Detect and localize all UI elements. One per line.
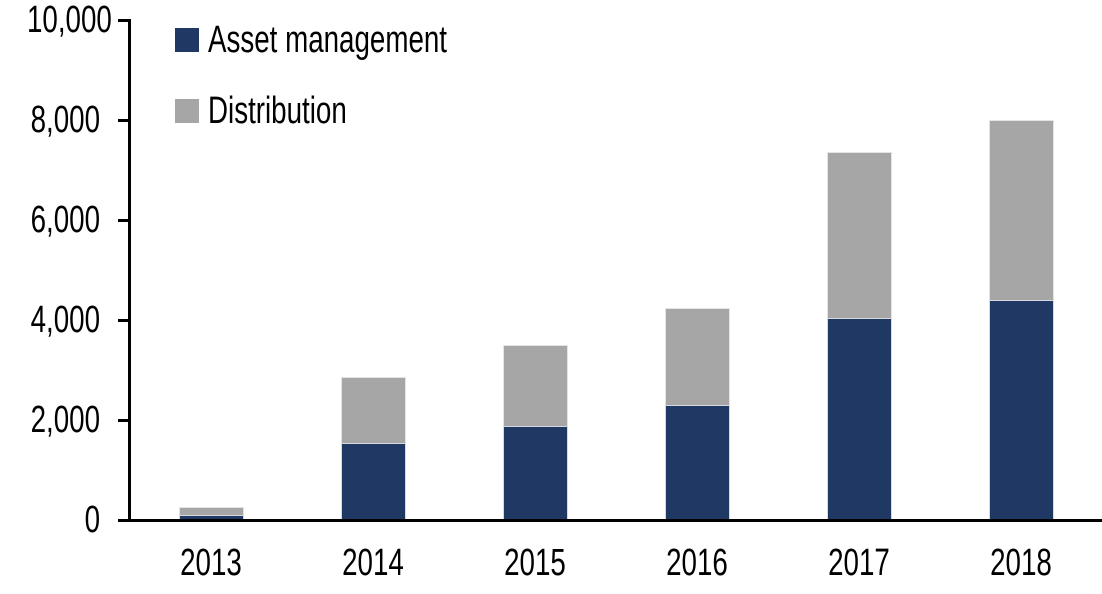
x-axis-label-2016: 2016	[666, 542, 728, 584]
bar-segment-distribution-2015	[502, 345, 568, 426]
bar-segment-asset-management-2018	[988, 300, 1054, 520]
legend-label-asset-management: Asset management	[208, 18, 448, 61]
bar-segment-asset-management-2013	[178, 515, 244, 520]
bar-segment-distribution-2014	[340, 377, 406, 443]
legend: Asset management Distribution	[175, 18, 535, 132]
legend-swatch-asset-management	[175, 28, 199, 52]
y-axis-line	[128, 20, 131, 521]
bar-segment-asset-management-2017	[826, 318, 892, 520]
legend-label-distribution: Distribution	[208, 89, 347, 132]
y-axis-tick-4000	[118, 318, 131, 322]
bar-segment-asset-management-2014	[340, 443, 406, 520]
y-axis-tick-2000	[118, 418, 131, 422]
x-axis-label-2018: 2018	[990, 542, 1052, 584]
x-axis-label-2013: 2013	[180, 542, 242, 584]
bar-segment-distribution-2018	[988, 120, 1054, 300]
y-axis-tick-8000	[118, 118, 131, 122]
legend-item-asset-management: Asset management	[175, 18, 535, 61]
x-axis-label-2014: 2014	[342, 542, 404, 584]
x-axis-label-2017: 2017	[828, 542, 890, 584]
x-axis-line	[118, 518, 1102, 522]
legend-item-distribution: Distribution	[175, 89, 535, 132]
y-axis-label-8000: 8,000	[30, 99, 101, 141]
y-axis-tick-10000	[118, 18, 131, 22]
y-axis-label-0: 0	[84, 499, 100, 541]
y-axis-label-2000: 2,000	[30, 399, 101, 441]
y-axis-label-10000: 10,000	[27, 0, 112, 41]
bar-segment-asset-management-2015	[502, 426, 568, 520]
y-axis-label-4000: 4,000	[30, 299, 101, 341]
x-axis-label-2015: 2015	[504, 542, 566, 584]
bar-segment-asset-management-2016	[664, 405, 730, 520]
bar-segment-distribution-2013	[178, 507, 244, 515]
y-axis-tick-6000	[118, 218, 131, 222]
y-axis-label-6000: 6,000	[30, 199, 101, 241]
bar-segment-distribution-2016	[664, 308, 730, 405]
legend-swatch-distribution	[175, 99, 199, 123]
bar-segment-distribution-2017	[826, 152, 892, 318]
